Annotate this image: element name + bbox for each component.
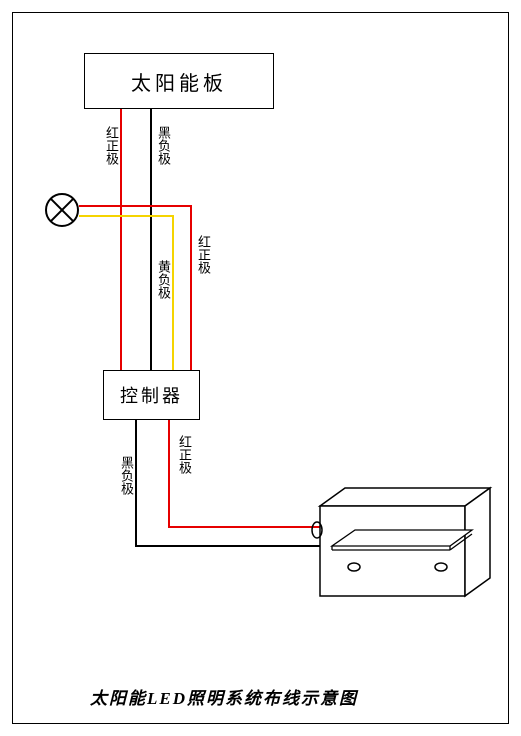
wire-red-lamp-v bbox=[190, 205, 192, 370]
label-solar-red: 红正极 bbox=[103, 126, 119, 165]
label-bat-black: 黑负极 bbox=[118, 456, 134, 495]
controller-box: 控制器 bbox=[103, 370, 200, 420]
wire-yellow-lamp-v bbox=[172, 215, 174, 370]
wire-black-bat-v bbox=[135, 420, 137, 547]
label-lamp-red: 红正极 bbox=[195, 235, 211, 274]
solar-panel-box: 太阳能板 bbox=[84, 53, 274, 109]
solar-panel-label: 太阳能板 bbox=[131, 67, 227, 96]
label-solar-black: 黑负极 bbox=[155, 126, 171, 165]
wire-yellow-lamp-h bbox=[79, 215, 174, 217]
diagram-canvas: 太阳能板 控制器 红正极 黑负极 红正极 黄负极 红正极 黑负极 太阳能LED照… bbox=[0, 0, 521, 736]
diagram-title: 太阳能LED照明系统布线示意图 bbox=[90, 684, 358, 709]
wire-red-solar bbox=[120, 109, 122, 370]
label-lamp-yellow: 黄负极 bbox=[155, 260, 171, 299]
label-bat-red: 红正极 bbox=[176, 435, 192, 474]
wire-red-bat-v bbox=[168, 420, 170, 528]
lamp-icon bbox=[45, 193, 79, 227]
battery-icon bbox=[300, 478, 500, 618]
wire-red-lamp-h bbox=[79, 205, 192, 207]
controller-label: 控制器 bbox=[120, 382, 183, 408]
wire-black-solar bbox=[150, 109, 152, 370]
